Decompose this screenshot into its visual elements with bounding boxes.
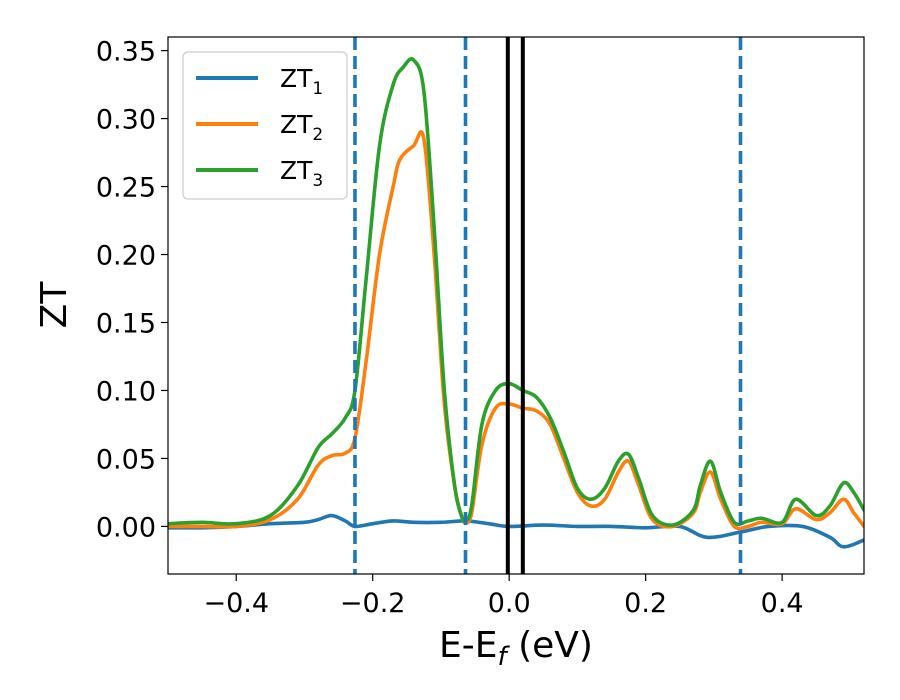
x-axis-title-main: E-E [439,625,497,666]
legend-label-zt1: ZT1 [280,64,323,99]
plot-area [168,37,864,574]
y-tick-label: 0.15 [96,308,156,339]
x-tick-label: 0.2 [624,588,667,619]
x-axis-title: E-Ef (eV) [439,625,593,672]
y-tick-label: 0.25 [96,173,156,204]
legend-label-zt3-sub: 3 [312,171,323,191]
legend-label-zt2-sub: 2 [312,125,323,145]
y-tick-label: 0.20 [96,241,156,272]
plot-content [168,37,864,574]
legend-label-zt3: ZT3 [280,156,323,191]
legend-label-zt1-sub: 1 [312,79,323,99]
legend: ZT1 ZT2 ZT3 [182,51,348,200]
x-tick-label: 0.0 [488,588,531,619]
y-tick-label: 0.05 [96,444,156,475]
y-tick-label: 0.30 [96,105,156,136]
x-tick-label: 0.4 [761,588,804,619]
axes: −0.4 −0.2 0.0 0.2 0.4 0.00 0.05 0.10 0.15 0.20 0.2… [96,37,804,619]
x-axis-title-unit: (eV) [507,625,593,666]
legend-label-zt2: ZT2 [280,110,323,145]
plot-frame [167,36,865,575]
x-tick-label: −0.4 [203,588,269,619]
series-line-zt1 [168,513,864,549]
series-line-zt2 [168,130,864,531]
y-tick-label: 0.35 [96,37,156,68]
legend-label-zt1-main: ZT [280,64,313,93]
y-axis-title: ZT [34,281,75,329]
x-tick-label: −0.2 [340,588,406,619]
legend-frame [182,51,348,200]
legend-label-zt3-main: ZT [280,156,313,185]
y-tick-label: 0.10 [96,376,156,407]
y-tick-label: 0.00 [96,512,156,543]
legend-label-zt2-main: ZT [280,110,313,139]
